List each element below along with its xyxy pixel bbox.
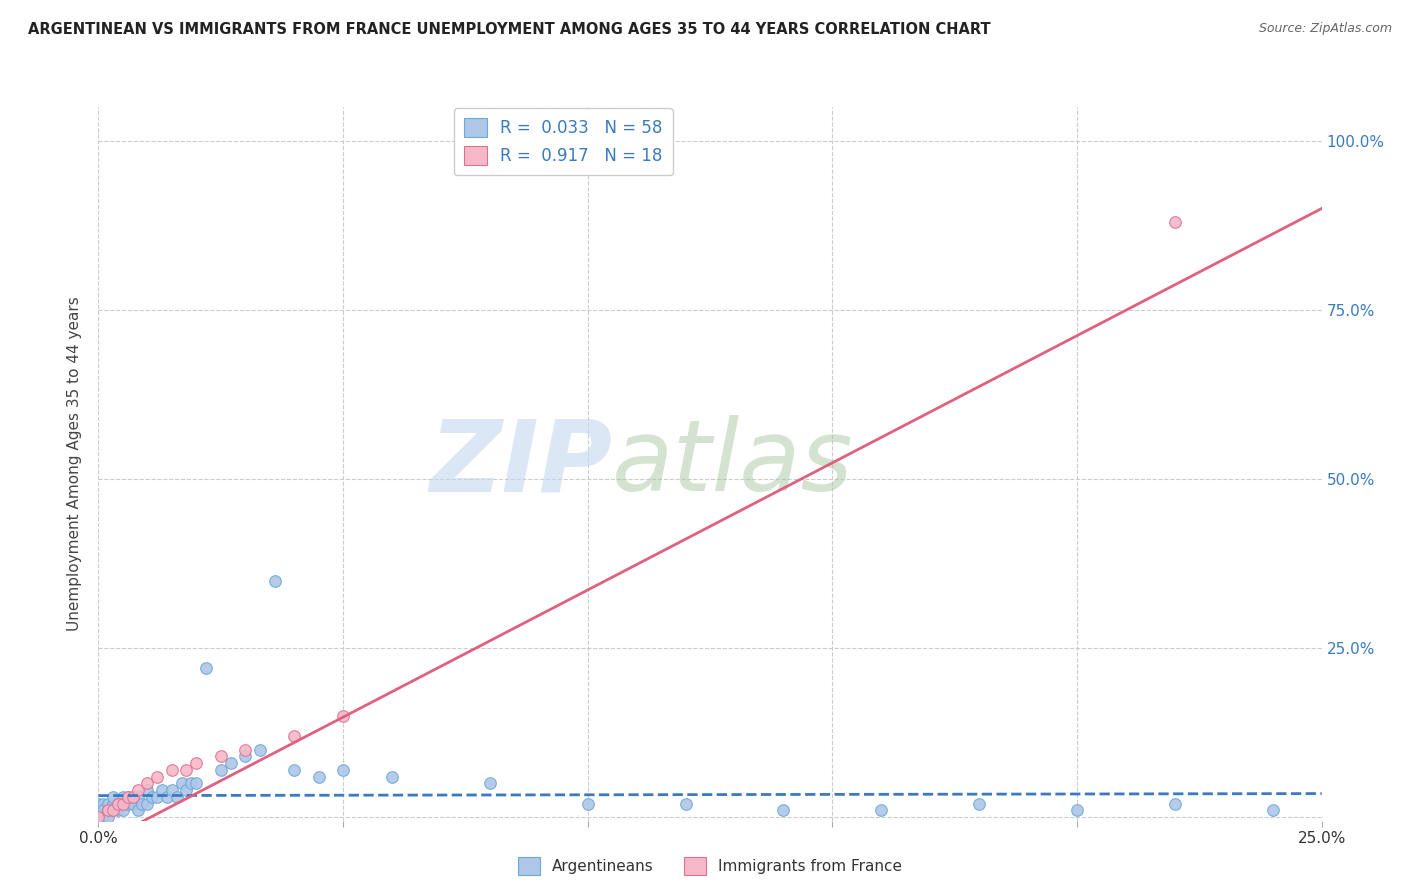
Point: [141, 789, 163, 804]
Point: [209, 749, 232, 764]
Point: [127, 789, 149, 804]
Point: [107, 797, 129, 811]
Point: [127, 783, 149, 797]
Text: atlas: atlas: [612, 416, 853, 512]
Point: [121, 797, 143, 811]
Point: [233, 742, 256, 756]
Point: [176, 783, 198, 797]
Point: [146, 770, 169, 784]
Point: [170, 776, 193, 790]
Legend: Argentineans, Immigrants from France: Argentineans, Immigrants from France: [512, 851, 908, 880]
Point: [111, 797, 134, 811]
Point: [117, 797, 139, 811]
Point: [1164, 215, 1187, 229]
Point: [283, 729, 305, 743]
Point: [209, 763, 232, 777]
Point: [249, 742, 271, 756]
Point: [156, 789, 179, 804]
Point: [91, 810, 114, 824]
Point: [111, 804, 134, 818]
Point: [101, 797, 124, 811]
Point: [127, 804, 149, 818]
Point: [870, 804, 893, 818]
Point: [332, 763, 354, 777]
Point: [97, 804, 120, 818]
Point: [381, 770, 404, 784]
Point: [576, 797, 599, 811]
Point: [91, 797, 114, 811]
Point: [186, 756, 208, 771]
Point: [1261, 804, 1284, 818]
Point: [101, 804, 124, 818]
Point: [111, 797, 134, 811]
Point: [111, 789, 134, 804]
Point: [180, 776, 202, 790]
Point: [97, 797, 120, 811]
Point: [91, 804, 114, 818]
Point: [146, 789, 169, 804]
Point: [121, 789, 143, 804]
Point: [87, 804, 110, 818]
Text: ZIP: ZIP: [429, 416, 612, 512]
Y-axis label: Unemployment Among Ages 35 to 44 years: Unemployment Among Ages 35 to 44 years: [67, 296, 83, 632]
Point: [101, 789, 124, 804]
Point: [219, 756, 242, 771]
Point: [478, 776, 501, 790]
Point: [117, 789, 139, 804]
Point: [1164, 797, 1187, 811]
Point: [97, 810, 120, 824]
Point: [233, 749, 256, 764]
Point: [332, 708, 354, 723]
Point: [160, 783, 183, 797]
Point: [263, 574, 285, 588]
Point: [87, 810, 110, 824]
Point: [675, 797, 697, 811]
Point: [107, 804, 129, 818]
Point: [136, 783, 159, 797]
Point: [136, 776, 159, 790]
Point: [166, 789, 188, 804]
Point: [97, 804, 120, 818]
Point: [195, 661, 218, 675]
Point: [91, 804, 114, 818]
Point: [136, 797, 159, 811]
Point: [160, 763, 183, 777]
Point: [131, 797, 153, 811]
Point: [308, 770, 330, 784]
Point: [186, 776, 208, 790]
Point: [283, 763, 305, 777]
Point: [121, 789, 143, 804]
Point: [87, 797, 110, 811]
Point: [87, 810, 110, 824]
Point: [87, 810, 110, 824]
Point: [87, 804, 110, 818]
Point: [101, 804, 124, 818]
Text: Source: ZipAtlas.com: Source: ZipAtlas.com: [1258, 22, 1392, 36]
Point: [117, 789, 139, 804]
Point: [107, 797, 129, 811]
Point: [1066, 804, 1088, 818]
Text: ARGENTINEAN VS IMMIGRANTS FROM FRANCE UNEMPLOYMENT AMONG AGES 35 TO 44 YEARS COR: ARGENTINEAN VS IMMIGRANTS FROM FRANCE UN…: [28, 22, 991, 37]
Point: [772, 804, 794, 818]
Point: [150, 783, 173, 797]
Point: [967, 797, 990, 811]
Point: [176, 763, 198, 777]
